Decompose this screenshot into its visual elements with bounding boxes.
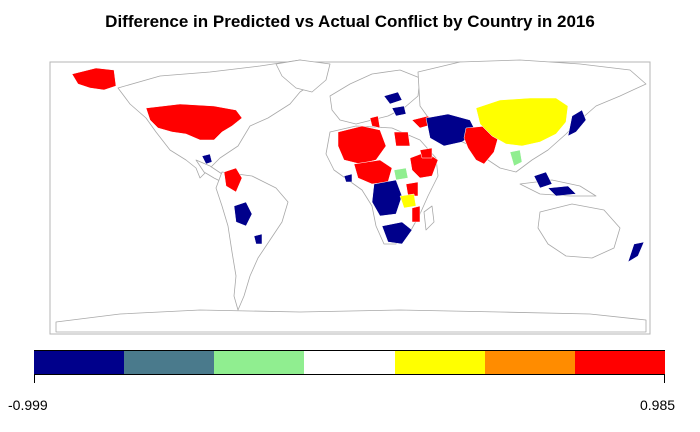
legend-color-bar [34,350,665,375]
region-tanzania [399,193,417,209]
region-yemen [419,147,433,159]
map-frame [49,61,651,335]
land-south-america [215,171,289,311]
region-west-africa-coast [343,173,353,183]
legend-tick-min [34,375,35,383]
land-antarctica [55,309,647,333]
legend-swatch-3 [304,351,395,374]
colored-countries [71,67,645,263]
region-thailand [509,149,523,167]
region-china [475,97,569,147]
legend-tick-max [664,375,665,383]
legend-swatch-1 [124,351,215,374]
region-south-sudan [393,167,409,181]
region-europe-north [383,91,403,105]
legend-swatch-0 [34,351,125,374]
land-madagascar [423,205,435,231]
legend-max-label: 0.985 [640,397,676,413]
region-colombia [223,167,243,193]
region-kenya [405,181,419,197]
region-philippines [533,171,553,189]
region-japan [567,109,587,137]
legend-min-label: -0.999 [8,397,48,413]
land-greenland [275,59,331,93]
region-indonesia [547,185,577,197]
legend-swatch-4 [394,351,485,374]
legend-swatch-2 [214,351,305,374]
region-mexico [201,153,213,165]
legend-swatch-5 [484,351,575,374]
region-north-africa [337,125,387,165]
region-usa [145,103,243,141]
region-italy [369,115,381,129]
region-south-africa [381,221,413,245]
region-mozambique [411,205,421,223]
region-new-zealand [627,241,645,263]
region-egypt [393,131,411,147]
land-europe [329,69,421,125]
map-title: Difference in Predicted vs Actual Confli… [105,12,595,31]
region-peru [233,201,253,227]
region-alaska [71,67,117,91]
land-australia [537,203,621,259]
region-ukraine [391,105,407,117]
region-central-africa [371,179,403,217]
region-paraguay [253,233,263,245]
legend-swatch-6 [574,351,665,374]
